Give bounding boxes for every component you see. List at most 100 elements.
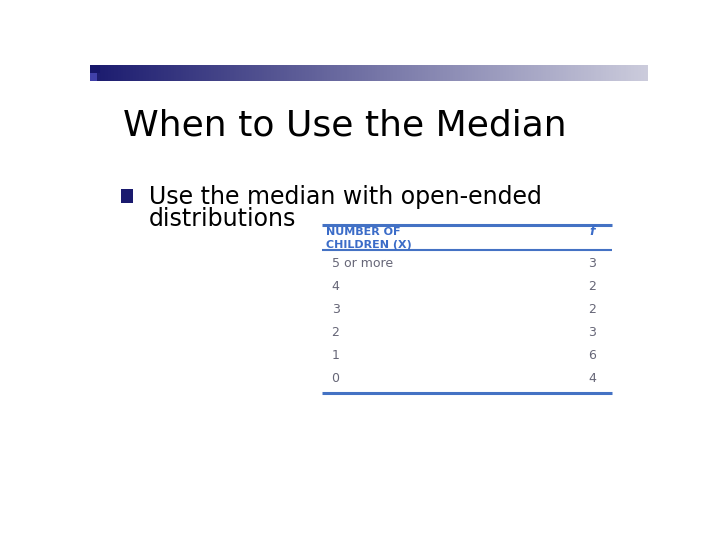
Bar xyxy=(148,65,150,80)
Bar xyxy=(428,65,430,80)
Bar xyxy=(631,65,633,80)
Bar xyxy=(142,65,143,80)
Bar xyxy=(179,65,181,80)
Bar xyxy=(150,65,152,80)
Bar xyxy=(553,65,555,80)
Bar xyxy=(612,65,613,80)
Bar xyxy=(166,65,167,80)
Bar xyxy=(243,65,246,80)
Bar xyxy=(429,65,431,80)
Bar xyxy=(416,65,418,80)
Bar xyxy=(118,65,120,80)
Bar xyxy=(122,65,124,80)
Bar xyxy=(300,65,301,80)
Bar xyxy=(595,65,597,80)
Bar xyxy=(292,65,294,80)
Bar xyxy=(172,65,174,80)
Bar xyxy=(490,65,492,80)
Bar xyxy=(582,65,585,80)
Bar xyxy=(90,73,96,80)
Text: 1: 1 xyxy=(332,349,340,362)
Bar xyxy=(330,65,332,80)
Bar xyxy=(390,65,392,80)
Bar xyxy=(419,65,421,80)
Bar xyxy=(125,65,127,80)
Bar xyxy=(394,65,396,80)
Bar xyxy=(482,65,484,80)
Bar xyxy=(236,65,238,80)
Bar xyxy=(495,65,497,80)
Bar xyxy=(107,65,109,80)
Bar xyxy=(580,65,582,80)
Bar xyxy=(136,65,138,80)
Bar xyxy=(99,65,100,80)
Bar xyxy=(248,65,250,80)
Bar xyxy=(599,65,601,80)
Bar xyxy=(496,65,498,80)
Bar xyxy=(461,65,463,80)
Bar xyxy=(459,65,460,80)
Bar xyxy=(511,65,513,80)
Bar xyxy=(483,65,485,80)
Bar xyxy=(379,65,381,80)
Bar xyxy=(517,65,519,80)
Bar xyxy=(348,65,350,80)
Bar xyxy=(235,65,237,80)
Bar xyxy=(450,65,452,80)
Bar xyxy=(499,65,500,80)
Bar xyxy=(276,65,277,80)
Bar xyxy=(560,65,562,80)
Bar xyxy=(411,65,413,80)
Bar xyxy=(636,65,637,80)
Bar xyxy=(372,65,374,80)
Bar xyxy=(203,65,205,80)
Bar xyxy=(524,65,526,80)
Bar xyxy=(505,65,508,80)
Bar xyxy=(469,65,472,80)
Bar xyxy=(593,65,594,80)
Bar xyxy=(325,65,328,80)
Bar xyxy=(572,65,575,80)
Bar xyxy=(608,65,610,80)
Bar xyxy=(105,65,107,80)
Bar xyxy=(627,65,629,80)
Bar xyxy=(331,65,333,80)
Bar xyxy=(557,65,559,80)
Bar xyxy=(273,65,275,80)
Bar xyxy=(101,65,103,80)
Bar xyxy=(623,65,625,80)
Bar xyxy=(161,65,163,80)
Bar xyxy=(164,65,166,80)
Bar xyxy=(590,65,591,80)
Bar xyxy=(139,65,141,80)
Bar xyxy=(267,65,269,80)
Bar xyxy=(121,65,122,80)
Bar xyxy=(401,65,403,80)
Bar xyxy=(240,65,243,80)
Bar xyxy=(536,65,539,80)
Bar xyxy=(320,65,322,80)
Bar xyxy=(338,65,341,80)
Bar xyxy=(127,65,130,80)
Bar xyxy=(605,65,607,80)
Bar xyxy=(90,65,92,80)
Bar xyxy=(413,65,415,80)
Bar xyxy=(143,65,145,80)
Bar xyxy=(435,65,436,80)
Bar xyxy=(611,65,612,80)
Bar xyxy=(554,65,557,80)
Bar xyxy=(547,65,549,80)
Bar xyxy=(410,65,411,80)
Bar xyxy=(91,65,94,80)
Bar xyxy=(271,65,274,80)
Bar xyxy=(577,65,579,80)
Bar xyxy=(328,65,330,80)
Bar xyxy=(454,65,456,80)
Bar xyxy=(171,65,173,80)
Bar xyxy=(407,65,409,80)
Bar xyxy=(423,65,426,80)
Text: f: f xyxy=(590,225,595,238)
Bar xyxy=(253,65,255,80)
Bar xyxy=(504,65,506,80)
Bar xyxy=(277,65,279,80)
